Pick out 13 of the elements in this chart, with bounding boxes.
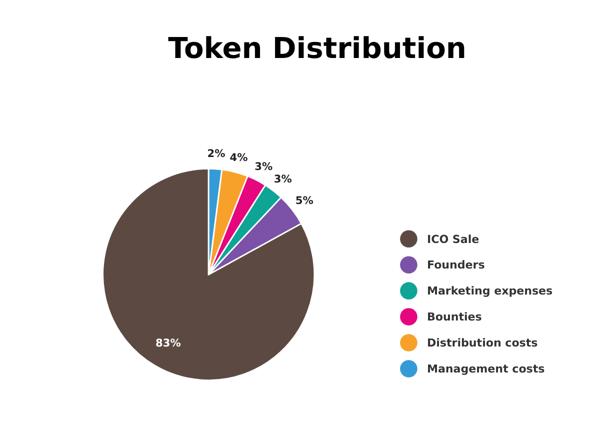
data-label: 5% — [295, 194, 314, 207]
legend-label: Marketing expenses — [426, 284, 554, 298]
data-label: 3% — [254, 161, 274, 174]
legend-label: Management costs — [426, 362, 546, 376]
legend-label: Bounties — [426, 310, 482, 324]
legend-label: Founders — [426, 258, 486, 272]
legend-label: Distribution costs — [426, 336, 538, 350]
data-label: 3% — [274, 173, 292, 186]
chart-title: Token Distribution — [168, 31, 466, 66]
legend-label: ICO Sale — [426, 232, 480, 246]
data-label: 83% — [156, 337, 182, 350]
data-label: 2% — [207, 148, 226, 160]
data-label: 4% — [230, 152, 248, 164]
